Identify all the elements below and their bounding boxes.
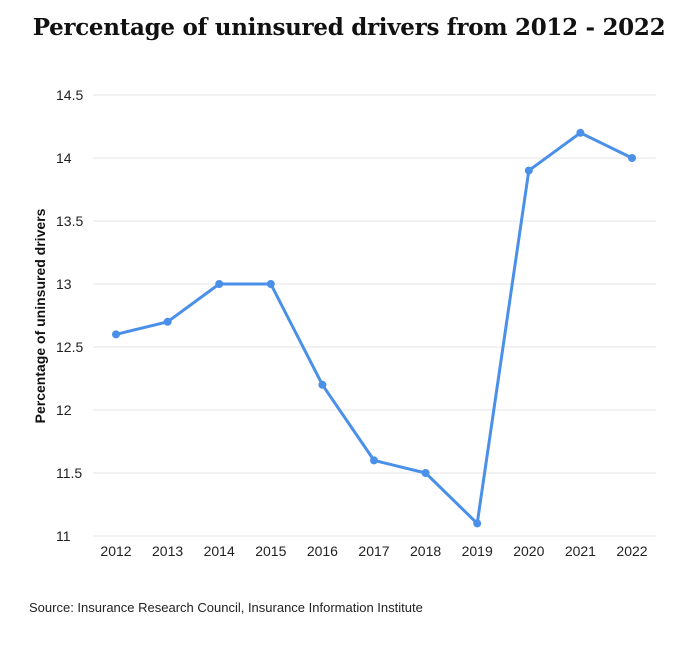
- data-point-2021: [576, 128, 585, 137]
- x-tick-label-2020: 2020: [513, 543, 544, 559]
- x-tick-label-2017: 2017: [358, 543, 389, 559]
- y-tick-label-2: 12: [56, 402, 72, 418]
- y-tick-label-7: 14.5: [56, 87, 83, 103]
- y-tick-label-4: 13: [56, 276, 72, 292]
- data-point-2019: [473, 519, 482, 528]
- x-tick-label-2016: 2016: [307, 543, 338, 559]
- y-tick-label-5: 13.5: [56, 213, 83, 229]
- y-tick-label-0: 11: [56, 528, 71, 544]
- data-point-2020: [524, 166, 533, 175]
- x-tick-label-2022: 2022: [616, 543, 647, 559]
- data-point-2013: [163, 317, 172, 326]
- x-tick-label-2013: 2013: [152, 543, 183, 559]
- data-point-2022: [628, 154, 636, 162]
- series-line-0: [114, 131, 634, 525]
- data-point-2018: [421, 469, 430, 477]
- data-point-2017: [370, 456, 378, 465]
- data-point-2016: [318, 380, 327, 389]
- data-point-2015: [266, 280, 275, 288]
- x-tick-label-2019: 2019: [462, 543, 493, 559]
- x-tick-label-2012: 2012: [100, 543, 131, 559]
- chart-title: Percentage of uninsured drivers from 201…: [32, 14, 666, 41]
- y-axis-ticks: 11 11.5 12 12.5 13 13.5 14 14.5: [56, 87, 83, 544]
- source-note: Source: Insurance Research Council, Insu…: [29, 600, 423, 615]
- x-tick-label-2015: 2015: [255, 543, 286, 559]
- x-axis-ticks: 2012 2013 2014 2015 2016 2017 2018 2019 2020 2021…: [100, 543, 647, 559]
- x-tick-label-2018: 2018: [410, 543, 441, 559]
- y-tick-label-1: 11.5: [56, 465, 82, 481]
- y-tick-label-3: 12.5: [56, 339, 83, 355]
- data-point-2014: [215, 280, 224, 288]
- data-point-2012: [112, 330, 120, 339]
- x-tick-label-2021: 2021: [565, 543, 596, 559]
- y-tick-label-6: 14: [56, 150, 72, 166]
- grid-lines: [93, 94, 656, 537]
- series-layer: [112, 128, 636, 528]
- x-tick-label-2014: 2014: [204, 543, 235, 559]
- y-axis-title: Percentage of uninsured drivers: [32, 208, 48, 423]
